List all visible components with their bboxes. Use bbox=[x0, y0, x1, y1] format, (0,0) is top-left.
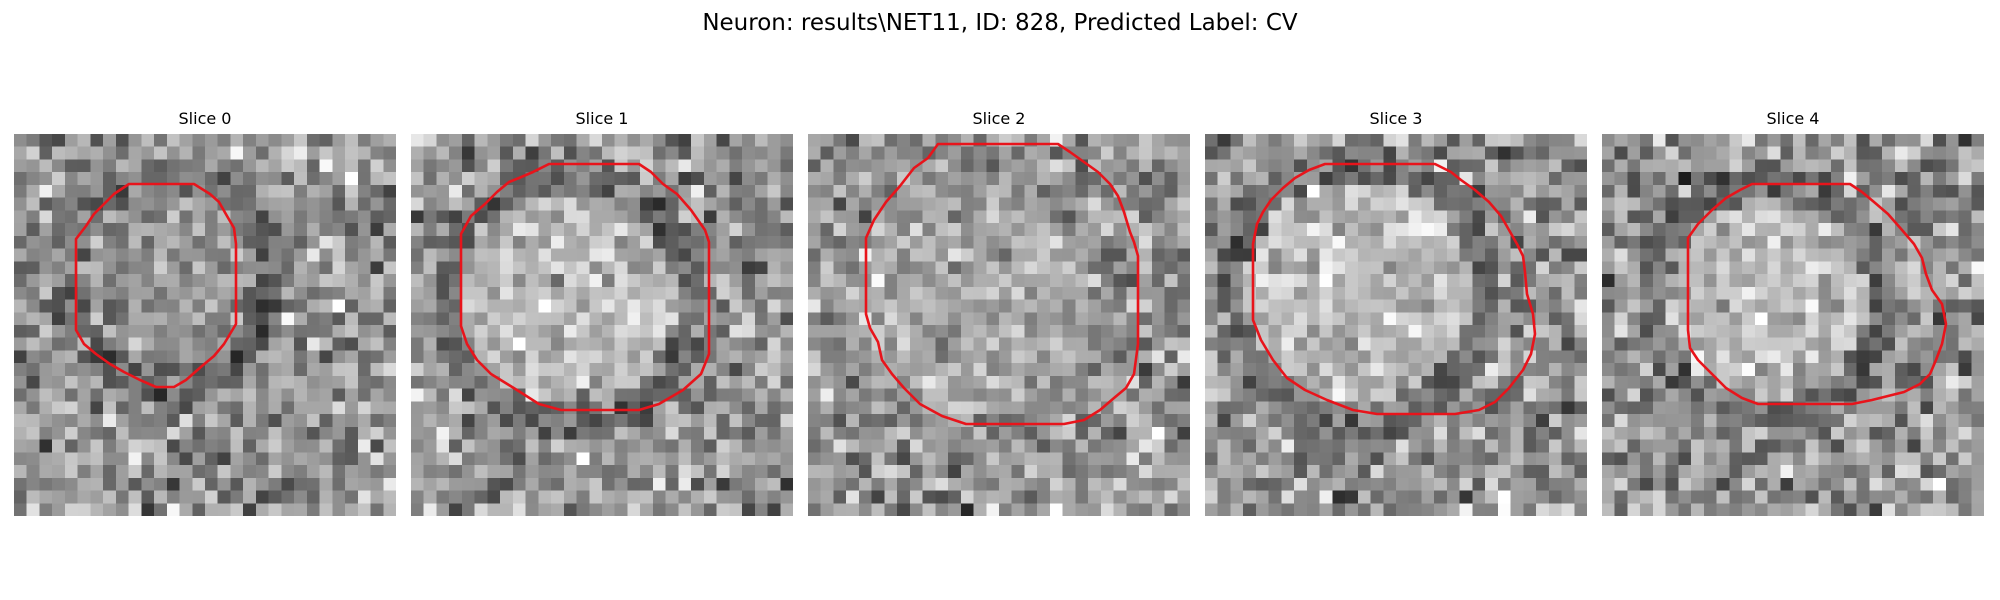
slice-panel-2: Slice 2 bbox=[808, 108, 1190, 516]
slice-image bbox=[1602, 134, 1984, 516]
slice-panel-4: Slice 4 bbox=[1602, 108, 1984, 516]
slice-panel-3: Slice 3 bbox=[1205, 108, 1587, 516]
slice-panel-0: Slice 0 bbox=[14, 108, 396, 516]
slice-title: Slice 3 bbox=[1369, 109, 1423, 128]
slice-title: Slice 0 bbox=[178, 109, 232, 128]
slice-image bbox=[14, 134, 396, 516]
figure-title: Neuron: results\NET11, ID: 828, Predicte… bbox=[702, 10, 1298, 36]
slice-panel-1: Slice 1 bbox=[411, 108, 793, 516]
slice-image bbox=[1205, 134, 1587, 516]
slice-title: Slice 4 bbox=[1766, 109, 1820, 128]
slice-image bbox=[808, 134, 1190, 516]
slice-image bbox=[411, 134, 793, 516]
slice-title: Slice 2 bbox=[972, 109, 1026, 128]
slice-title: Slice 1 bbox=[575, 109, 629, 128]
